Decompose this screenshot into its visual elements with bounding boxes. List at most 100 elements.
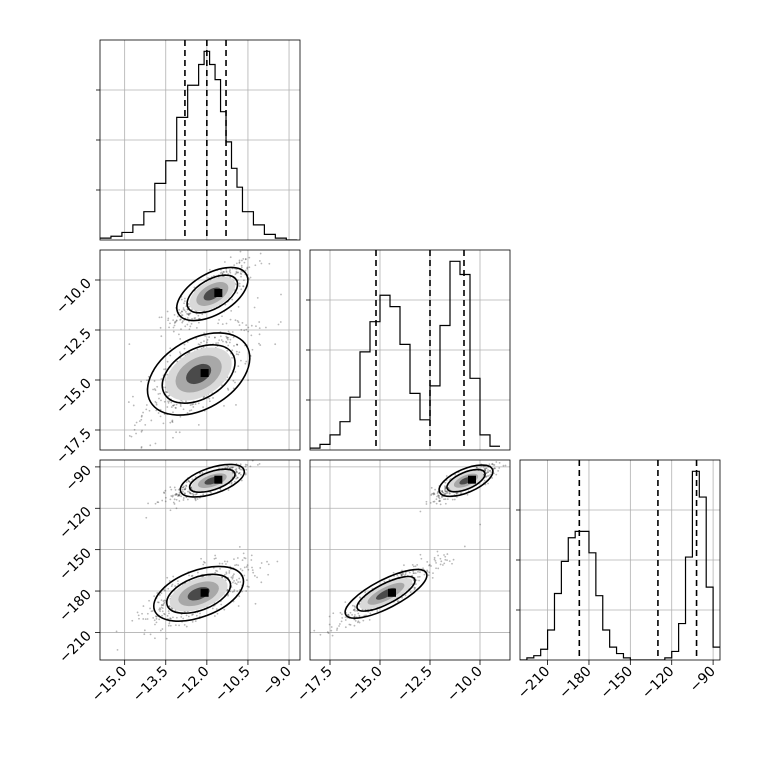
sample-point (225, 341, 228, 344)
sample-point (230, 466, 233, 469)
sample-point (254, 602, 257, 605)
sample-point (244, 465, 247, 468)
sample-point (181, 320, 184, 323)
ytick-label-2-2: −150 (56, 545, 95, 584)
sample-point (485, 476, 487, 478)
sample-point (212, 397, 214, 399)
sample-point (174, 585, 177, 587)
sample-point (162, 422, 165, 425)
sample-point (188, 574, 190, 577)
sample-point (326, 631, 329, 633)
sample-point (443, 554, 445, 556)
sample-point (231, 576, 234, 579)
sample-point (250, 334, 253, 337)
sample-point (183, 492, 186, 495)
sample-point (169, 421, 172, 424)
sample-point (163, 612, 165, 615)
sample-point (191, 478, 194, 481)
sample-point (188, 305, 191, 308)
sample-point (356, 609, 358, 612)
sample-point (233, 573, 235, 576)
sample-point (197, 343, 200, 345)
contour-0-0 (176, 266, 249, 322)
sample-point (175, 493, 178, 495)
sample-point (439, 500, 442, 502)
sample-point (169, 322, 171, 325)
sample-point (235, 563, 238, 566)
sample-point (490, 471, 493, 474)
sample-point (444, 490, 447, 493)
sample-point (234, 564, 236, 567)
sample-point (239, 468, 242, 471)
sample-point (241, 590, 243, 593)
sample-point (341, 613, 343, 616)
sample-point (341, 617, 344, 619)
sample-point (280, 293, 282, 296)
sample-point (455, 492, 458, 495)
sample-point (203, 560, 205, 563)
sample-point (336, 627, 339, 630)
sample-point (234, 381, 236, 384)
sample-point (146, 618, 149, 620)
sample-point (175, 319, 178, 322)
sample-point (184, 488, 186, 491)
sample-point (392, 571, 395, 574)
sample-point (238, 577, 241, 580)
sample-point (235, 579, 238, 581)
sample-point (181, 488, 184, 491)
sample-point (219, 335, 222, 338)
sample-point (154, 502, 157, 505)
sample-point (240, 275, 242, 278)
sample-point (487, 474, 490, 477)
sample-point (128, 343, 131, 346)
sample-point (179, 312, 182, 314)
sample-point (188, 491, 191, 493)
sample-point (259, 252, 262, 255)
sample-point (487, 469, 489, 471)
sample-point (436, 550, 439, 553)
sample-point (244, 463, 247, 466)
sample-point (238, 261, 241, 264)
sample-point (180, 328, 182, 331)
sample-point (174, 609, 177, 612)
sample-point (194, 497, 197, 500)
sample-point (178, 624, 180, 627)
sample-point (437, 554, 440, 557)
sample-point (357, 620, 360, 623)
sample-point (238, 471, 241, 474)
sample-point (488, 463, 491, 466)
sample-point (180, 616, 183, 618)
sample-point (194, 403, 197, 405)
sample-point (150, 419, 153, 422)
sample-point (489, 473, 492, 476)
hist-frame-1 (309, 249, 511, 451)
sample-point (246, 266, 249, 269)
sample-point (344, 619, 347, 621)
sample-point (236, 590, 239, 593)
sample-point (266, 560, 268, 563)
sample-point (174, 321, 176, 323)
sample-point (207, 277, 209, 279)
sample-point (233, 345, 235, 347)
sample-point (251, 247, 253, 249)
sample-point (412, 570, 415, 573)
ytick-label-2-0: −210 (56, 628, 95, 667)
sample-point (353, 608, 355, 611)
sample-point (400, 572, 403, 575)
sample-point (180, 495, 183, 498)
sample-point (383, 580, 386, 583)
sample-point (237, 305, 240, 308)
sample-point (193, 317, 196, 320)
sample-point (188, 480, 190, 483)
sample-point (251, 348, 254, 351)
sample-point (235, 470, 238, 473)
sample-point (159, 610, 161, 612)
sample-point (179, 338, 182, 340)
sample-point (239, 272, 242, 275)
sample-point (412, 572, 415, 575)
sample-point (369, 612, 372, 615)
sample-point (140, 430, 143, 433)
sample-point (486, 475, 489, 477)
sample-point (184, 487, 187, 489)
sample-point (136, 611, 139, 614)
